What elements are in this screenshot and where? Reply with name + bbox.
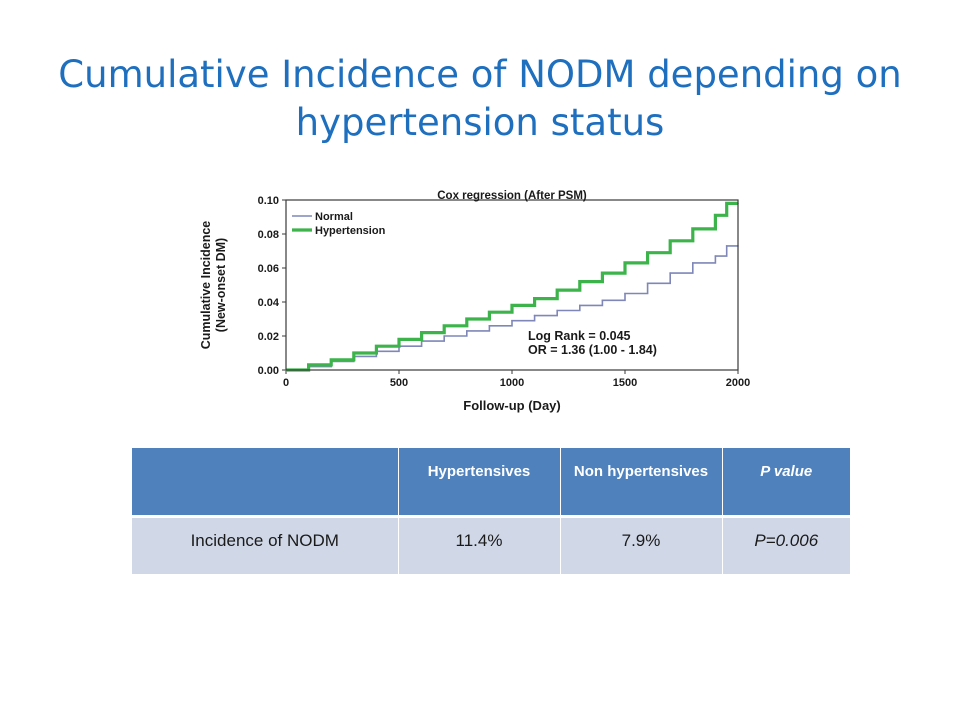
series-point <box>375 345 378 347</box>
table-cell-hypertensives: 11.4% <box>398 516 561 574</box>
slide-title: Cumulative Incidence of NODM depending o… <box>58 52 902 144</box>
x-tick-label: 2000 <box>726 377 750 389</box>
series-point <box>466 330 468 332</box>
series-point <box>511 304 513 307</box>
series-point <box>692 228 694 230</box>
legend-label-normal: Normal <box>315 211 353 223</box>
table-header-row: Hypertensives Non hypertensives P value <box>132 448 850 518</box>
table-header-hypertensives: Hypertensives <box>398 448 561 518</box>
series-point <box>420 331 423 334</box>
x-tick-label: 1000 <box>500 377 524 389</box>
chart-series <box>285 201 739 372</box>
y-tick-label: 0.08 <box>258 229 279 241</box>
series-point <box>443 335 446 337</box>
x-tick-label: 1500 <box>613 377 637 389</box>
table-header-non-hypertensives: Non hypertensives <box>560 448 723 518</box>
series-point <box>398 338 400 341</box>
series-point <box>556 289 558 291</box>
series-point <box>307 364 310 366</box>
chart-ticks: 0.00 0.02 0.04 0.06 0.08 0.10 0 500 1000 1500 2000 <box>258 195 751 389</box>
table-cell-row-label: Incidence of NODM <box>132 516 399 574</box>
series-point <box>714 255 717 257</box>
series-point <box>579 304 581 307</box>
series-point <box>714 214 717 217</box>
chart-background <box>178 186 752 418</box>
km-chart: 0.00 0.02 0.04 0.06 0.08 0.10 0 500 1000 1500 2000… <box>178 186 752 418</box>
series-point <box>624 262 626 264</box>
y-tick-label: 0.04 <box>258 297 280 309</box>
incidence-table: Hypertensives Non hypertensives P value … <box>132 448 850 574</box>
y-tick-label: 0.10 <box>258 195 279 207</box>
chart-title: Cox regression (After PSM) <box>437 190 587 202</box>
series-point <box>579 280 581 283</box>
series-point <box>669 272 671 274</box>
km-chart-svg: 0.00 0.02 0.04 0.06 0.08 0.10 0 500 1000 1500 2000… <box>178 186 752 418</box>
table-header-p-value: P value <box>722 448 850 518</box>
series-point <box>692 262 694 264</box>
y-tick-label: 0.02 <box>258 331 279 343</box>
table-row: Incidence of NODM 11.4% 7.9% P=0.006 <box>132 516 850 574</box>
series-point <box>533 314 536 317</box>
y-tick-label: 0.00 <box>258 365 279 377</box>
series-point <box>330 359 332 361</box>
series-point <box>725 245 728 247</box>
series-point <box>556 309 558 312</box>
series-point <box>488 311 491 313</box>
series-point <box>511 319 513 322</box>
table-header-empty <box>132 448 399 518</box>
table-cell-non-hypertensives: 7.9% <box>560 516 723 574</box>
y-tick-label: 0.06 <box>258 263 279 275</box>
series-point <box>466 318 468 320</box>
series-point <box>533 297 536 300</box>
series-point <box>443 325 446 327</box>
series-point <box>488 325 491 327</box>
series-line-hypertension <box>286 201 738 372</box>
series-point <box>646 251 649 254</box>
x-tick-label: 500 <box>390 377 408 389</box>
plot-frame <box>285 199 739 371</box>
series-point <box>601 272 604 274</box>
series-line-normal <box>286 245 738 371</box>
series-point <box>601 299 604 302</box>
series-point <box>646 282 649 285</box>
series-point <box>669 240 671 242</box>
series-point <box>725 202 728 205</box>
series-point <box>624 292 626 295</box>
chart-annotation: OR = 1.36 (1.00 - 1.84) <box>528 343 657 357</box>
chart-legend: Normal Hypertension <box>292 211 386 237</box>
legend-label-hypertension: Hypertension <box>315 225 386 237</box>
y-axis-label: Cumulative Incidence (New-onset DM) <box>199 221 228 350</box>
x-tick-label: 0 <box>283 377 289 389</box>
y-axis-label-line: Cumulative Incidence <box>199 221 213 350</box>
series-point <box>353 352 355 354</box>
y-axis-label-line: (New-onset DM) <box>214 238 228 332</box>
x-axis-label: Follow-up (Day) <box>463 398 561 413</box>
table-cell-p-value: P=0.006 <box>722 516 850 574</box>
chart-annotation: Log Rank = 0.045 <box>528 329 631 343</box>
